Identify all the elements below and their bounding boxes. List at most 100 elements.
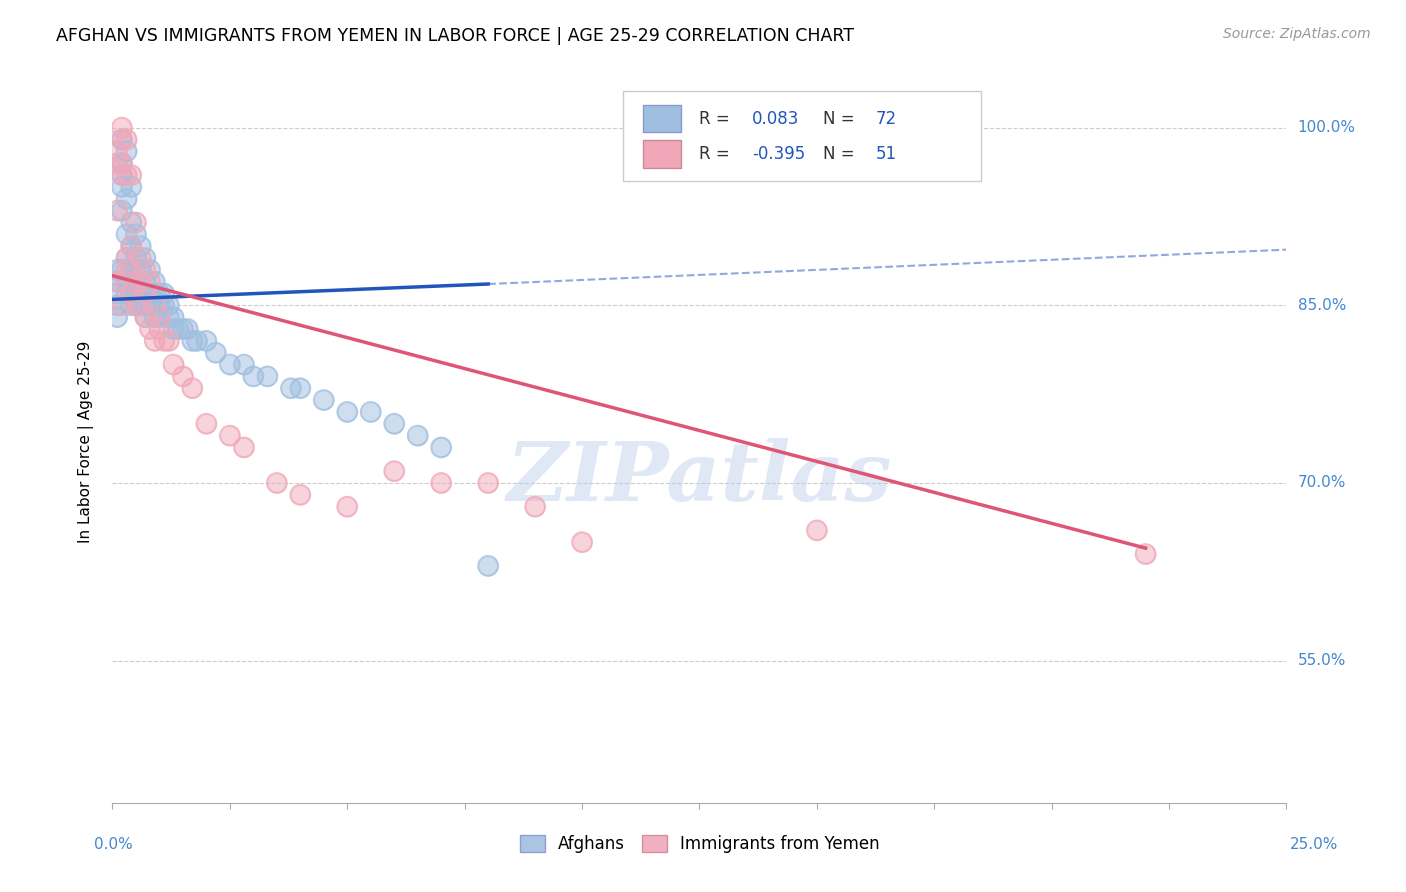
Point bbox=[105, 156, 128, 170]
Point bbox=[219, 428, 242, 442]
Point bbox=[290, 381, 312, 395]
Point bbox=[139, 286, 162, 301]
Point bbox=[143, 298, 166, 312]
Point bbox=[115, 275, 138, 289]
Point bbox=[115, 145, 138, 159]
Point bbox=[233, 441, 256, 455]
Point bbox=[406, 428, 429, 442]
Point bbox=[336, 500, 359, 514]
Point bbox=[134, 286, 156, 301]
Point bbox=[129, 298, 152, 312]
Text: 0.0%: 0.0% bbox=[94, 838, 134, 852]
Point bbox=[115, 251, 138, 265]
Point bbox=[139, 262, 162, 277]
Point bbox=[105, 298, 128, 312]
Point bbox=[148, 298, 170, 312]
Point bbox=[125, 298, 148, 312]
Point bbox=[120, 286, 142, 301]
Point bbox=[157, 298, 180, 312]
Point bbox=[129, 298, 152, 312]
Point bbox=[111, 203, 134, 218]
Point bbox=[148, 310, 170, 325]
Point bbox=[233, 441, 256, 455]
Text: -0.395: -0.395 bbox=[752, 145, 806, 163]
Point bbox=[111, 132, 134, 146]
Point bbox=[312, 393, 335, 408]
Point bbox=[129, 251, 152, 265]
Text: 85.0%: 85.0% bbox=[1298, 298, 1346, 313]
Point bbox=[111, 168, 134, 182]
Point bbox=[181, 381, 204, 395]
Point bbox=[125, 251, 148, 265]
Point bbox=[134, 251, 156, 265]
Point bbox=[382, 417, 405, 431]
Point bbox=[115, 192, 138, 206]
Point bbox=[125, 227, 148, 242]
Point bbox=[120, 286, 142, 301]
Point bbox=[111, 120, 134, 135]
Point bbox=[129, 286, 152, 301]
Point bbox=[266, 475, 288, 490]
Point bbox=[233, 358, 256, 372]
Point bbox=[105, 275, 128, 289]
Point bbox=[157, 334, 180, 348]
Point bbox=[134, 275, 156, 289]
Point bbox=[115, 227, 138, 242]
Point bbox=[219, 358, 242, 372]
Point bbox=[139, 298, 162, 312]
Point bbox=[153, 298, 176, 312]
Point bbox=[181, 381, 204, 395]
Point bbox=[134, 262, 156, 277]
Point bbox=[195, 334, 218, 348]
Point bbox=[266, 475, 288, 490]
Point bbox=[120, 239, 142, 253]
Point bbox=[129, 239, 152, 253]
Point bbox=[162, 358, 184, 372]
Point bbox=[430, 475, 453, 490]
Point bbox=[162, 310, 184, 325]
Point bbox=[219, 428, 242, 442]
Point bbox=[111, 156, 134, 170]
Text: 0.083: 0.083 bbox=[752, 110, 800, 128]
Point bbox=[134, 251, 156, 265]
Point bbox=[129, 262, 152, 277]
Point bbox=[105, 275, 128, 289]
Point bbox=[1135, 547, 1157, 561]
Point bbox=[120, 215, 142, 229]
Point bbox=[143, 275, 166, 289]
Point bbox=[125, 227, 148, 242]
Point bbox=[105, 275, 128, 289]
Point bbox=[290, 488, 312, 502]
Point bbox=[111, 180, 134, 194]
Point bbox=[256, 369, 278, 384]
Point bbox=[111, 262, 134, 277]
Point bbox=[139, 298, 162, 312]
Point bbox=[125, 275, 148, 289]
Point bbox=[105, 156, 128, 170]
Point bbox=[115, 145, 138, 159]
Point bbox=[134, 310, 156, 325]
Point bbox=[120, 168, 142, 182]
Point bbox=[111, 156, 134, 170]
Point bbox=[204, 345, 226, 359]
Point bbox=[134, 286, 156, 301]
Point bbox=[1135, 547, 1157, 561]
Point bbox=[477, 558, 499, 573]
Point bbox=[115, 275, 138, 289]
Point bbox=[806, 524, 828, 538]
Point bbox=[129, 275, 152, 289]
Point bbox=[162, 310, 184, 325]
Point bbox=[204, 345, 226, 359]
Point bbox=[129, 286, 152, 301]
Point bbox=[143, 310, 166, 325]
Point bbox=[524, 500, 547, 514]
Point bbox=[105, 203, 128, 218]
Point bbox=[105, 298, 128, 312]
Point bbox=[172, 369, 194, 384]
Point bbox=[233, 358, 256, 372]
Point bbox=[120, 239, 142, 253]
Point bbox=[129, 275, 152, 289]
Point bbox=[336, 405, 359, 419]
Text: 55.0%: 55.0% bbox=[1298, 653, 1346, 668]
Point bbox=[176, 322, 198, 336]
